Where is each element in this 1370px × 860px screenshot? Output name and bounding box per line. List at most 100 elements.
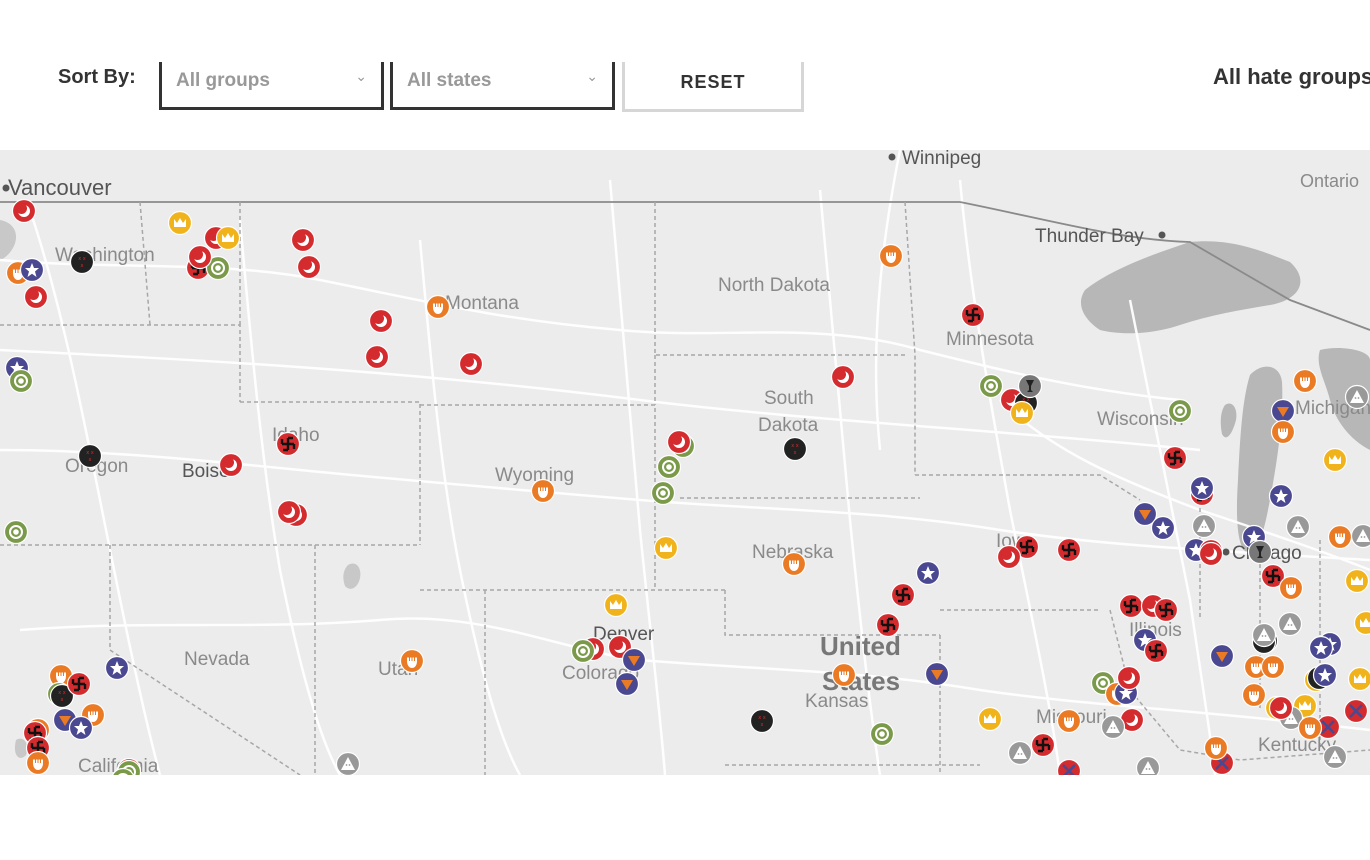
map-marker-crescent[interactable] xyxy=(1116,665,1142,691)
markers-layer[interactable]: x xxx xxx xxx xxx xxx xxx xxx xxx xx xyxy=(3,198,1370,776)
map-marker-crown[interactable] xyxy=(167,210,193,236)
map-marker-fist[interactable] xyxy=(831,662,857,688)
map-marker-crown[interactable] xyxy=(1009,400,1035,426)
group-filter-select[interactable]: All groups ⌄ xyxy=(159,62,384,110)
map-marker-fist[interactable] xyxy=(1270,419,1296,445)
map-marker-swastika[interactable] xyxy=(1143,638,1169,664)
map-marker-fist[interactable] xyxy=(1327,524,1353,550)
map-marker-star[interactable] xyxy=(1268,483,1294,509)
map-marker-hood[interactable] xyxy=(1135,755,1161,776)
map-marker-swastika[interactable] xyxy=(66,671,92,697)
state-filter-select[interactable]: All states ⌄ xyxy=(390,62,615,110)
map-marker-swastika[interactable] xyxy=(890,582,916,608)
map-marker-crown[interactable] xyxy=(603,592,629,618)
map-marker-fist[interactable] xyxy=(1260,654,1286,680)
map-marker-hood[interactable] xyxy=(1007,740,1033,766)
map-marker-kkk[interactable]: x xx xyxy=(782,436,808,462)
map-marker-crescent[interactable] xyxy=(1119,707,1145,733)
map-marker-ring[interactable] xyxy=(650,480,676,506)
map-marker-fist[interactable] xyxy=(1297,715,1323,741)
map-marker-crescent[interactable] xyxy=(218,452,244,478)
map-marker-kkk[interactable]: x xx xyxy=(49,683,75,709)
map-marker-star[interactable] xyxy=(19,257,45,283)
map-marker-star[interactable] xyxy=(1189,475,1215,501)
map-marker-crescent[interactable] xyxy=(187,244,213,270)
map-marker-hood[interactable] xyxy=(1191,513,1217,539)
map-marker-ring[interactable] xyxy=(3,519,29,545)
map-marker-star[interactable] xyxy=(68,715,94,741)
map-marker-star[interactable] xyxy=(104,655,130,681)
map-marker-crescent[interactable] xyxy=(607,634,633,660)
map-marker-ring[interactable] xyxy=(656,454,682,480)
map-marker-crescent[interactable] xyxy=(23,284,49,310)
map-marker-cross[interactable] xyxy=(1343,698,1369,724)
map-marker-swastika[interactable] xyxy=(960,302,986,328)
map-marker-crescent[interactable] xyxy=(1198,541,1224,567)
map-marker-crown[interactable] xyxy=(215,225,241,251)
map-marker-crescent[interactable] xyxy=(276,499,302,525)
map-marker-triangle[interactable] xyxy=(621,647,647,673)
map-marker-kkk[interactable]: x xx xyxy=(69,249,95,275)
map-marker-crown[interactable] xyxy=(653,535,679,561)
map-marker-fist[interactable] xyxy=(1056,708,1082,734)
map-marker-hood[interactable] xyxy=(1277,611,1303,637)
map-marker-star[interactable] xyxy=(1308,635,1334,661)
map-marker-swastika[interactable] xyxy=(1118,593,1144,619)
map-marker-fist[interactable] xyxy=(25,750,51,775)
map-marker-swastika[interactable] xyxy=(1056,537,1082,563)
map-marker-ring[interactable] xyxy=(111,767,135,776)
map-marker-hood[interactable] xyxy=(1322,744,1348,770)
map-marker-crescent[interactable] xyxy=(368,308,394,334)
map-marker-crescent[interactable] xyxy=(1268,695,1294,721)
map-marker-fist[interactable] xyxy=(1278,575,1304,601)
hate-group-map[interactable]: Vancouver Winnipeg Ontario Thunder Bay Washi… xyxy=(0,150,1370,775)
map-marker-swastika[interactable] xyxy=(275,431,301,457)
map-marker-swastika[interactable] xyxy=(1260,563,1286,589)
map-marker-hood[interactable] xyxy=(1350,523,1370,549)
map-marker-hood[interactable] xyxy=(1285,514,1311,540)
map-marker-triangle[interactable] xyxy=(1209,643,1235,669)
map-marker-triangle[interactable] xyxy=(924,661,950,687)
map-marker-goblet[interactable] xyxy=(1017,373,1043,399)
map-marker-crescent[interactable] xyxy=(830,364,856,390)
map-marker-ring[interactable] xyxy=(205,255,231,281)
map-marker-crown[interactable] xyxy=(1322,447,1348,473)
reset-button[interactable]: RESET xyxy=(622,62,804,112)
map-marker-triangle[interactable] xyxy=(614,671,640,697)
map-marker-ring[interactable] xyxy=(978,373,1004,399)
map-marker-cross[interactable] xyxy=(1056,758,1082,776)
map-marker-fist[interactable] xyxy=(48,663,74,689)
map-marker-star[interactable] xyxy=(915,560,941,586)
map-marker-cross[interactable] xyxy=(1315,714,1341,740)
map-marker-hood[interactable] xyxy=(335,751,361,776)
map-marker-crescent[interactable] xyxy=(11,198,37,224)
map-marker-crescent[interactable] xyxy=(996,544,1022,570)
map-marker-swastika[interactable] xyxy=(1153,597,1179,623)
map-marker-hood[interactable] xyxy=(1251,622,1277,648)
map-marker-fist[interactable] xyxy=(1292,368,1318,394)
map-marker-fist[interactable] xyxy=(878,243,904,269)
map-marker-triangle[interactable] xyxy=(1132,501,1158,527)
map-marker-crown[interactable] xyxy=(1353,610,1370,636)
map-marker-kkk[interactable]: x xx xyxy=(749,708,775,734)
map-marker-ring[interactable] xyxy=(869,721,895,747)
map-marker-goblet[interactable] xyxy=(1247,539,1273,565)
map-marker-fist[interactable] xyxy=(781,551,807,577)
map-marker-crescent[interactable] xyxy=(458,351,484,377)
map-marker-fist[interactable] xyxy=(530,478,556,504)
map-marker-crescent[interactable] xyxy=(296,254,322,280)
map-marker-fist[interactable] xyxy=(1241,682,1267,708)
map-marker-triangle[interactable] xyxy=(1270,398,1296,424)
map-marker-kkk[interactable]: x xx xyxy=(77,443,103,469)
map-marker-crown[interactable] xyxy=(1344,568,1370,594)
map-marker-swastika[interactable] xyxy=(1030,732,1056,758)
map-marker-crescent[interactable] xyxy=(290,227,316,253)
map-marker-hood[interactable] xyxy=(1344,384,1370,410)
map-marker-ring[interactable] xyxy=(1167,398,1193,424)
map-marker-fist[interactable] xyxy=(1203,735,1229,761)
map-marker-crescent[interactable] xyxy=(666,429,692,455)
map-marker-hood[interactable] xyxy=(1100,714,1126,740)
map-marker-ring[interactable] xyxy=(8,368,34,394)
map-marker-fist[interactable] xyxy=(399,648,425,674)
